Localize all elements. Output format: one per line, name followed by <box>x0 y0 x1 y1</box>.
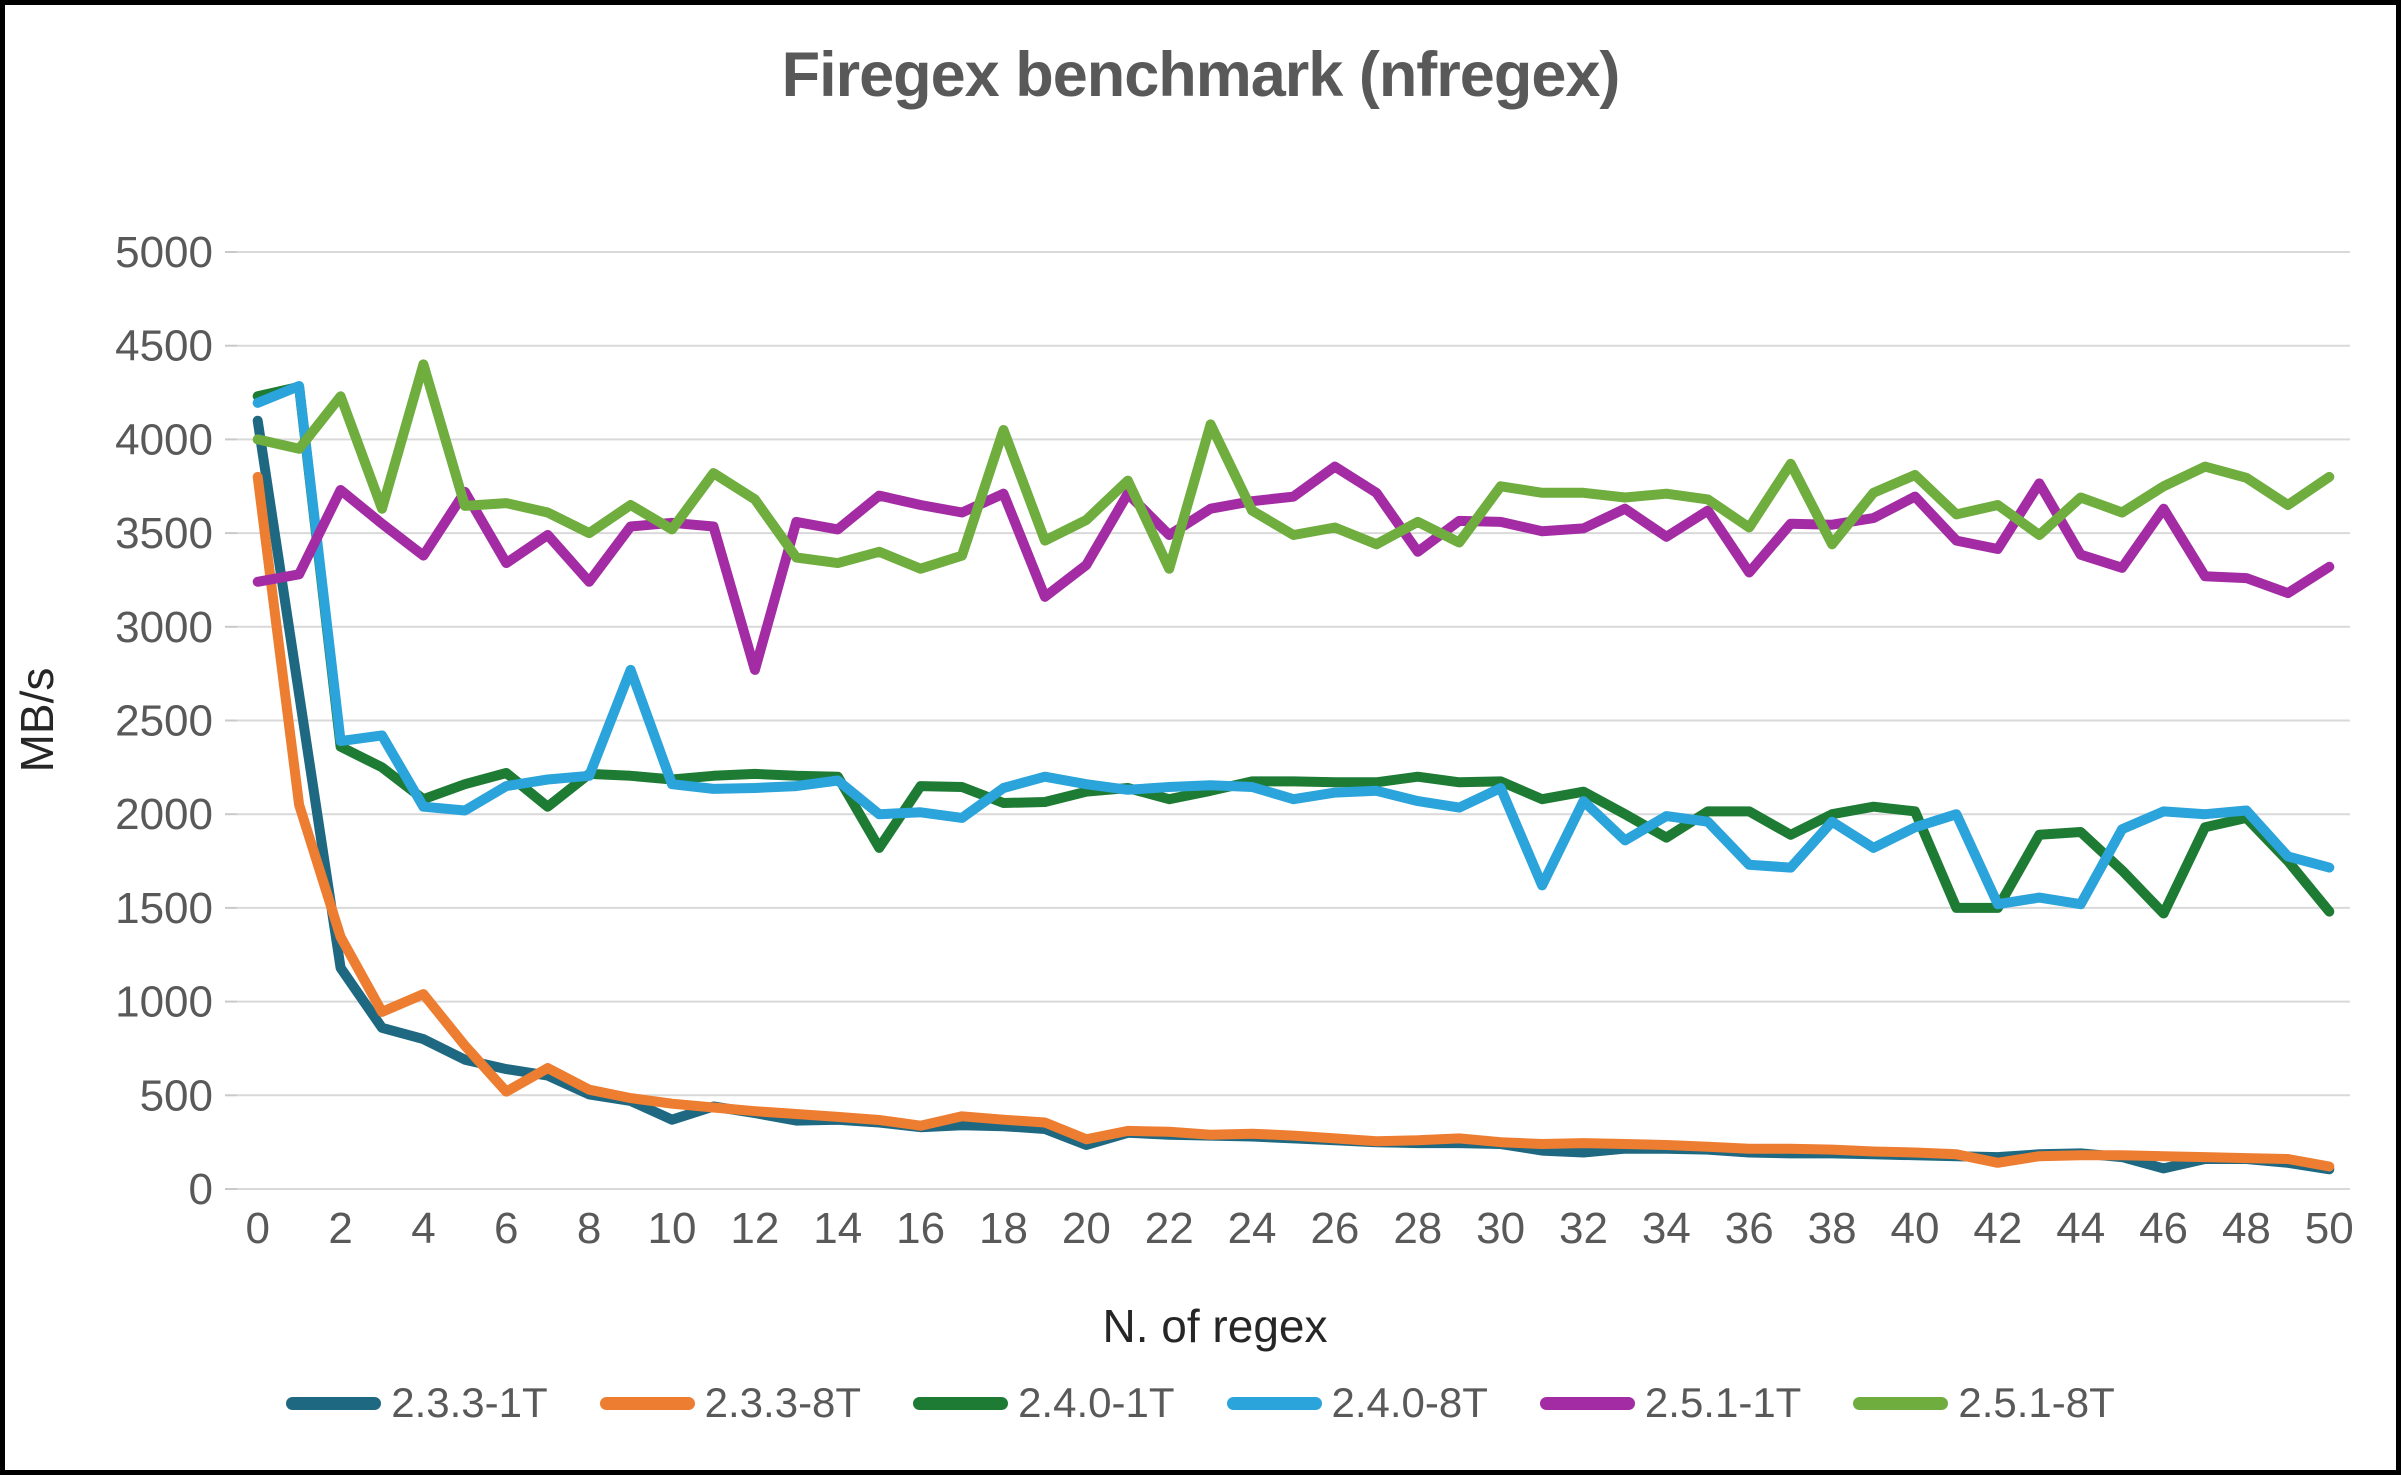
x-axis-tick-label: 6 <box>494 1204 518 1253</box>
x-axis-tick-label: 10 <box>648 1204 697 1253</box>
y-axis-tick-label: 2500 <box>115 697 213 746</box>
x-axis-tick-label: 36 <box>1725 1204 1774 1253</box>
legend-item: 2.5.1-1T <box>1539 1379 1802 1427</box>
legend-line-swatch-icon <box>1539 1396 1635 1410</box>
x-axis-tick-label: 34 <box>1642 1204 1691 1253</box>
x-axis-tick-label: 0 <box>245 1204 269 1253</box>
x-axis-tick-label: 24 <box>1228 1204 1277 1253</box>
x-axis-tick-label: 44 <box>2056 1204 2105 1253</box>
x-axis-tick-label: 14 <box>813 1204 862 1253</box>
legend-item-label: 2.4.0-1T <box>1018 1379 1175 1426</box>
x-axis-tick-label: 22 <box>1145 1204 1194 1253</box>
y-axis-tick-label: 4500 <box>115 322 213 371</box>
y-axis-tick-label: 500 <box>140 1071 213 1120</box>
series-line-2.5.1-1T <box>252 461 2335 675</box>
legend-line-swatch-icon <box>1226 1396 1322 1410</box>
legend-item-label: 2.5.1-1T <box>1644 1379 1802 1426</box>
y-axis-tick-label: 1500 <box>115 884 213 933</box>
legend-item-label: 2.3.3-8T <box>704 1379 862 1426</box>
chart-title: Firegex benchmark (nfregex) <box>781 40 1621 110</box>
legend-item-label: 2.4.0-8T <box>1331 1379 1488 1426</box>
legend-line-swatch-icon <box>913 1396 1009 1410</box>
y-axis-title: MB/s <box>11 668 63 773</box>
x-axis-tick-label: 40 <box>1890 1204 1939 1253</box>
x-axis-tick-label: 32 <box>1559 1204 1608 1253</box>
x-axis-tick-label: 30 <box>1476 1204 1525 1253</box>
plot-area: 0500100015002000250030003500400045005000… <box>11 228 2354 1352</box>
y-axis-tick-label: 3000 <box>115 603 213 652</box>
x-axis-tick-label: 20 <box>1062 1204 1111 1253</box>
legend-line-swatch-icon <box>286 1396 382 1410</box>
x-axis-tick-label: 12 <box>730 1204 779 1253</box>
legend-item-label: 2.3.3-1T <box>391 1379 548 1426</box>
y-axis-tick-label: 4000 <box>115 415 213 464</box>
legend-item: 2.3.3-1T <box>286 1379 548 1427</box>
y-axis-tick-label: 3500 <box>115 509 213 558</box>
series-line-2.3.3-8T <box>252 471 2335 1172</box>
y-axis-tick-label: 1000 <box>115 978 213 1027</box>
legend-item: 2.3.3-8T <box>599 1379 862 1427</box>
legend-line-swatch-icon <box>599 1396 695 1410</box>
x-axis-tick-label: 38 <box>1808 1204 1857 1253</box>
x-axis-tick-label: 46 <box>2139 1204 2188 1253</box>
legend-item: 2.5.1-8T <box>1853 1379 2115 1427</box>
x-axis-tick-label: 42 <box>1973 1204 2022 1253</box>
y-axis-tick-label: 5000 <box>115 228 213 277</box>
x-axis-tick-label: 50 <box>2305 1204 2354 1253</box>
legend-item-label: 2.5.1-8T <box>1958 1379 2115 1426</box>
x-axis-tick-label: 26 <box>1310 1204 1359 1253</box>
series-line-2.4.0-1T <box>252 381 2335 919</box>
legend-line-swatch-icon <box>1853 1396 1949 1410</box>
legend-item: 2.4.0-1T <box>913 1379 1175 1427</box>
x-axis-tick-label: 2 <box>328 1204 352 1253</box>
series-line-2.5.1-8T <box>252 359 2335 574</box>
y-axis-tick-label: 2000 <box>115 790 213 839</box>
x-axis-tick-label: 8 <box>577 1204 601 1253</box>
x-axis-tick-label: 28 <box>1393 1204 1442 1253</box>
x-axis-tick-label: 4 <box>411 1204 435 1253</box>
series-line-2.4.0-8T <box>252 381 2335 910</box>
x-axis-tick-label: 48 <box>2222 1204 2271 1253</box>
x-axis-tick-label: 18 <box>979 1204 1028 1253</box>
x-axis-tick-label: 16 <box>896 1204 945 1253</box>
legend-item: 2.4.0-8T <box>1226 1379 1488 1427</box>
x-axis-title: N. of regex <box>1103 1300 1328 1352</box>
legend: 2.3.3-1T 2.3.3-8T 2.4.0-1T 2.4.0-8T 2.5.1-1T… <box>5 1379 2396 1427</box>
y-axis-tick-label: 0 <box>189 1165 213 1214</box>
